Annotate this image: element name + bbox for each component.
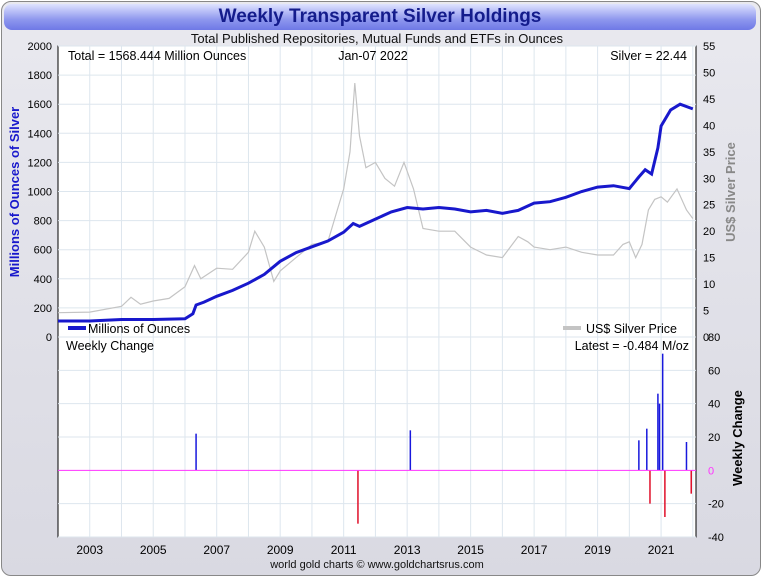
chart-subtitle: Total Published Repositories, Mutual Fun…	[190, 31, 564, 46]
left-tick-label: 600	[34, 245, 52, 257]
weekly-change-bars	[58, 353, 696, 524]
left-tick-label: 400	[34, 274, 52, 286]
holdings-line	[58, 102, 694, 323]
legend-silver-label: US$ Silver Price	[586, 322, 677, 336]
change-tick-label: 40	[708, 399, 720, 411]
change-tick-label: -40	[708, 532, 724, 544]
left-tick-label: 1000	[28, 187, 52, 199]
weekly-change-bar	[649, 470, 651, 504]
x-tick-label: 2007	[203, 543, 230, 557]
plot-area	[57, 45, 697, 538]
right-tick-label: 20	[703, 226, 715, 238]
date-annotation: Jan-07 2022	[338, 49, 408, 63]
title-bar: Weekly Transparent Silver Holdings	[4, 4, 756, 30]
x-tick-label: 2009	[267, 543, 294, 557]
latest-annotation: Latest = -0.484 M/oz	[575, 339, 689, 353]
left-tick-label: 0	[46, 332, 52, 344]
left-axis-title: Millions of Ounces of Silver	[7, 107, 22, 277]
total-annotation: Total = 1568.444 Million Ounces	[68, 49, 246, 63]
grid-layer	[58, 45, 696, 538]
x-tick-label: 2005	[140, 543, 167, 557]
right-tick-label: 45	[703, 94, 715, 106]
right-tick-label: 15	[703, 253, 715, 265]
left-tick-label: 1400	[28, 128, 52, 140]
change-tick-label: 20	[708, 432, 720, 444]
left-tick-label: 1600	[28, 99, 52, 111]
right-tick-label: 55	[703, 41, 715, 53]
right-tick-label: 0	[703, 332, 709, 344]
chart-footer: world gold charts © www.goldchartsrus.co…	[270, 559, 484, 571]
right-tick-label: 30	[703, 173, 715, 185]
weekly-change-title: Weekly Change	[66, 339, 154, 353]
right-axis-title: US$ Silver Price	[723, 142, 738, 242]
x-tick-label: 2015	[457, 543, 484, 557]
axis-labels: 0200400600800100012001400160018002000051…	[28, 41, 724, 557]
right-tick-label: 50	[703, 67, 715, 79]
change-tick-label: 0	[708, 465, 714, 477]
change-tick-label: 80	[708, 332, 720, 344]
weekly-change-bar	[664, 470, 666, 517]
weekly-change-bar	[409, 430, 412, 471]
weekly-change-bar	[661, 353, 664, 471]
right-tick-label: 35	[703, 147, 715, 159]
x-tick-label: 2017	[521, 543, 548, 557]
x-tick-label: 2013	[394, 543, 421, 557]
weekly-change-bar	[638, 440, 640, 471]
left-tick-label: 800	[34, 216, 52, 228]
x-tick-label: 2011	[331, 543, 357, 557]
x-tick-label: 2019	[584, 543, 611, 557]
weekly-change-bar	[357, 470, 359, 524]
left-tick-label: 2000	[28, 41, 52, 53]
right-tick-label: 5	[703, 306, 709, 318]
weekly-change-bar	[690, 470, 692, 494]
right-tick-label: 25	[703, 200, 715, 212]
weekly-change-bar	[685, 442, 688, 471]
weekly-change-bar	[658, 403, 661, 471]
weekly-change-bar	[195, 433, 197, 471]
left-tick-label: 200	[34, 303, 52, 315]
x-tick-label: 2021	[648, 543, 675, 557]
weekly-change-bar	[646, 428, 648, 471]
silver-annotation: Silver = 22.44	[610, 49, 687, 63]
legend-holdings-label: Millions of Ounces	[88, 322, 190, 336]
series-lines	[57, 82, 694, 323]
left-tick-label: 1200	[28, 157, 52, 169]
chart-title: Weekly Transparent Silver Holdings	[218, 6, 542, 27]
silver-price-line	[57, 82, 694, 314]
change-tick-label: 60	[708, 365, 720, 377]
right-tick-label: 40	[703, 120, 715, 132]
weekly-change-axis-title: Weekly Change	[730, 390, 745, 486]
weekly-change-bar	[657, 393, 659, 471]
x-tick-label: 2003	[76, 543, 103, 557]
right-tick-label: 10	[703, 279, 715, 291]
left-tick-label: 1800	[28, 70, 52, 82]
change-tick-label: -20	[708, 499, 724, 511]
